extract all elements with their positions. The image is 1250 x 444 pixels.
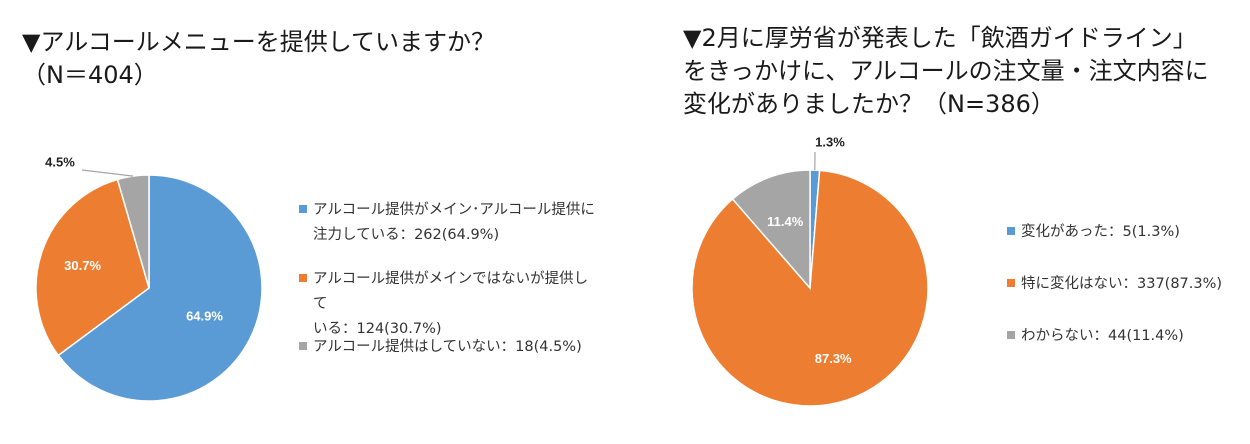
legend-swatch <box>299 205 307 213</box>
leader-line-3 <box>81 169 134 177</box>
legend-label: わからない：44(11.4%) <box>1021 328 1184 344</box>
data-label-2: 87.3% <box>815 351 852 366</box>
legend-swatch <box>1007 331 1015 339</box>
data-label-3: 11.4% <box>767 214 804 229</box>
right-chart-title: ▼2月に厚労省が発表した「飲酒ガイドライン」 をきっかけに、アルコールの注文量・… <box>683 24 1209 118</box>
legend-swatch <box>1007 227 1015 235</box>
legend-swatch <box>1007 279 1015 287</box>
left-legend-item: アルコール提供がメイン･アルコール提供に 注力している：262(64.9%) <box>299 198 595 248</box>
pie-slice-2 <box>35 178 150 357</box>
data-label-1: 1.3% <box>815 135 845 150</box>
legend-swatch <box>299 274 307 282</box>
right-legend-item: 変化があった：5(1.3%) <box>1007 220 1180 245</box>
legend-label: アルコール提供がメインではないが提供して いる：124(30.7%) <box>313 271 589 337</box>
legend-label: 変化があった：5(1.3%) <box>1021 224 1180 240</box>
legend-label: アルコール提供はしていない：18(4.5%) <box>313 339 582 355</box>
right-legend-item: わからない：44(11.4%) <box>1007 324 1184 349</box>
left-chart-title: ▼アルコールメニューを提供していますか？ （N＝404） <box>22 28 496 89</box>
data-label-1: 64.9% <box>186 308 223 323</box>
legend-label: アルコール提供がメイン･アルコール提供に 注力している：262(64.9%) <box>313 202 595 243</box>
data-label-2: 30.7% <box>64 258 101 273</box>
pie-slice-1 <box>57 174 263 402</box>
legend-label: 特に変化はない：337(87.3%) <box>1021 276 1223 292</box>
legend-swatch <box>299 342 307 350</box>
left-legend-item: アルコール提供がメインではないが提供して いる：124(30.7%) <box>299 267 599 342</box>
pie-slice-3 <box>731 169 811 291</box>
data-label-3: 4.5% <box>45 155 75 170</box>
left-legend-item: アルコール提供はしていない：18(4.5%) <box>299 335 582 360</box>
right-legend-item: 特に変化はない：337(87.3%) <box>1007 272 1222 297</box>
